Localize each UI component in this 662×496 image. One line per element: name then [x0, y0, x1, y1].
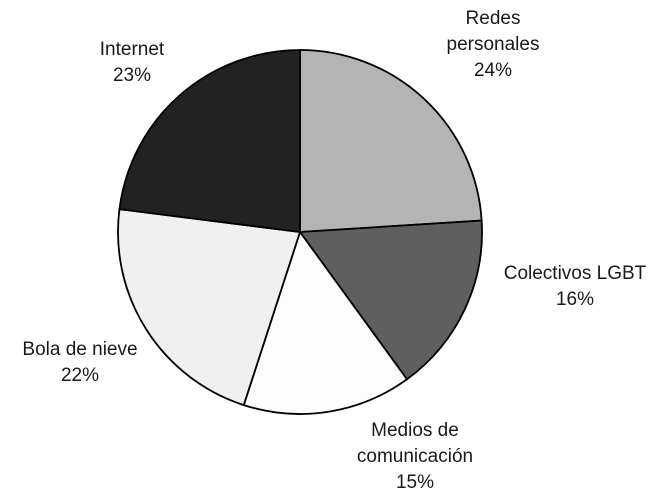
slice-name-label-colectivos-lgbt-0: Colectivos LGBT [504, 263, 647, 284]
pie-slices [117, 49, 483, 415]
slice-value-label-redes-personales: 24% [474, 60, 512, 81]
slice-name-label-internet-0: Internet [100, 39, 165, 60]
slice-name-label-medios-de-comunicacion-1: comunicación [357, 446, 473, 467]
slice-name-label-redes-personales-0: Redes [466, 8, 521, 29]
slice-name-label-medios-de-comunicacion-0: Medios de [371, 420, 459, 441]
pie-slice-colectivos-lgbt [298, 219, 483, 381]
slice-value-label-internet: 23% [113, 65, 151, 86]
pie-slice-internet [118, 49, 301, 234]
pie-labels: Redes personales 24% Colectivos LGBT 16% Medi… [22, 8, 646, 493]
slice-name-label-redes-personales-1: personales [447, 34, 540, 55]
slice-value-label-medios-de-comunicacion: 15% [396, 472, 434, 493]
pie-slice-bola-de-nieve [117, 208, 302, 407]
slice-value-label-bola-de-nieve: 22% [61, 365, 99, 386]
slice-name-label-bola-de-nieve-0: Bola de nieve [22, 339, 137, 360]
slice-value-label-colectivos-lgbt: 16% [556, 289, 594, 310]
pie-slice-redes-personales [299, 49, 483, 233]
pie-slice-medios-de-comunicacion [242, 230, 409, 415]
